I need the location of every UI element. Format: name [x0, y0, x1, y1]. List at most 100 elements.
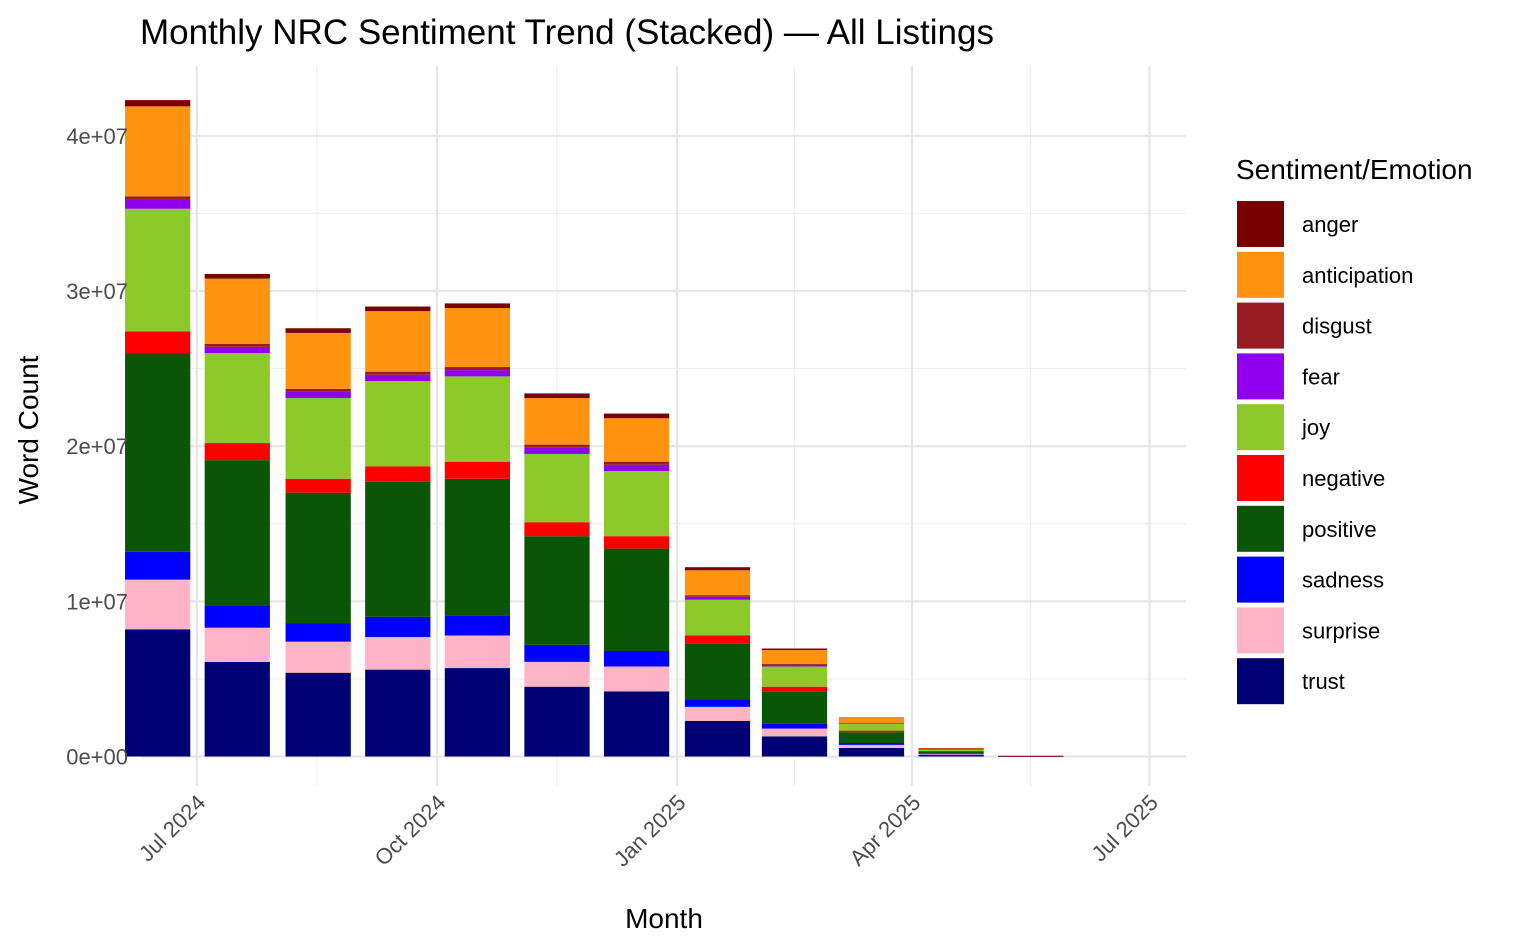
legend-item-surprise: surprise — [1237, 607, 1380, 654]
bar-segment-trust — [684, 720, 751, 757]
bar-segment-sadness — [684, 699, 751, 707]
legend-swatch — [1237, 251, 1284, 298]
bar-segment-negative — [918, 751, 984, 752]
bar-segment-sadness — [524, 644, 590, 662]
bar-segment-fear — [125, 199, 191, 209]
legend-swatch — [1237, 505, 1284, 552]
bar-segment-anger — [838, 717, 905, 719]
chart-title: Monthly NRC Sentiment Trend (Stacked) — … — [140, 13, 994, 52]
bar-segment-negative — [204, 443, 270, 461]
y-tick-label: 0e+00 — [66, 745, 128, 770]
legend-item-negative: negative — [1237, 455, 1385, 501]
y-tick-label: 3e+07 — [66, 279, 128, 304]
bar-segment-fear — [285, 391, 351, 399]
bar-segment-surprise — [444, 635, 511, 669]
bar-segment-disgust — [365, 371, 431, 375]
bar-segment-sadness — [204, 606, 270, 628]
bar-segment-sadness — [761, 723, 828, 729]
bar-segment-trust — [285, 672, 351, 757]
bar-segment-surprise — [838, 744, 905, 748]
legend: Sentiment/Emotion anger anticipation disgu… — [1236, 154, 1473, 705]
x-tick-label: Apr 2025 — [845, 790, 926, 871]
legend-item-positive: positive — [1237, 505, 1377, 552]
bar-segment-anger — [918, 748, 984, 749]
bar-segment-surprise — [285, 641, 351, 673]
bar-segment-disgust — [524, 444, 590, 448]
bar-segment-positive — [524, 536, 590, 645]
bar-segment-anticipation — [444, 308, 511, 368]
legend-item-sadness: sadness — [1237, 556, 1384, 603]
bar-segment-trust — [365, 669, 431, 757]
bar-segment-disgust — [603, 461, 670, 465]
bars — [125, 100, 1064, 757]
bar-segment-positive — [684, 643, 751, 700]
bar-segment-joy — [838, 723, 905, 731]
legend-label: surprise — [1302, 618, 1380, 643]
x-axis-ticks: Jul 2024 Oct 2024 Jan 2025 Apr 2025 Jul 2025 — [134, 790, 1163, 872]
bar-segment-trust — [204, 661, 270, 757]
bar-segment-anger — [285, 328, 351, 333]
legend-item-joy: joy — [1237, 404, 1330, 451]
bar-segment-fear — [761, 664, 828, 667]
bar-segment-positive — [603, 548, 670, 651]
bar-segment-sadness — [285, 623, 351, 642]
bar-segment-positive — [761, 691, 828, 724]
bar-segment-disgust — [684, 595, 751, 597]
bar-segment-fear — [838, 723, 905, 724]
bar-segment-negative — [603, 536, 670, 549]
legend-label: joy — [1301, 415, 1330, 440]
x-tick-label: Jul 2025 — [1086, 790, 1163, 867]
bar-segment-positive — [918, 751, 984, 754]
legend-swatch — [1237, 353, 1284, 400]
bar-segment-negative — [838, 730, 905, 733]
bar-segment-surprise — [684, 706, 751, 721]
legend-label: negative — [1302, 466, 1385, 491]
legend-item-fear: fear — [1237, 353, 1340, 400]
bar-segment-disgust — [838, 722, 905, 724]
x-tick-label: Jan 2025 — [609, 790, 691, 872]
bar-segment-joy — [603, 471, 670, 537]
bar-segment-disgust — [918, 749, 984, 750]
legend-swatch — [1237, 455, 1284, 501]
bar-segment-anticipation — [285, 332, 351, 389]
bar-segment-joy — [365, 381, 431, 467]
bar-segment-anger — [761, 648, 828, 651]
bar-segment-anger — [365, 306, 431, 312]
legend-label: fear — [1302, 364, 1340, 389]
bar-segment-anticipation — [918, 748, 984, 750]
y-axis-ticks: 0e+00 1e+07 2e+07 3e+07 4e+07 — [66, 124, 128, 770]
legend-label: anger — [1302, 212, 1358, 237]
bar-segment-trust — [761, 736, 828, 757]
bar-segment-fear — [684, 596, 751, 600]
bar-segment-positive — [365, 481, 431, 617]
bar-segment-fear — [524, 447, 590, 454]
bar-segment-negative — [444, 461, 511, 479]
x-tick-label: Jul 2024 — [134, 790, 211, 867]
bar-segment-anticipation — [125, 106, 191, 197]
bar-segment-anticipation — [365, 311, 431, 372]
legend-item-anger: anger — [1237, 201, 1358, 247]
bar-segment-negative — [761, 686, 828, 692]
bar-segment-surprise — [603, 666, 670, 692]
bar-segment-sadness — [125, 551, 191, 580]
legend-swatch — [1237, 302, 1284, 349]
bar-segment-fear — [603, 464, 670, 471]
bar-segment-surprise — [524, 661, 590, 687]
y-tick-label: 4e+07 — [66, 124, 128, 149]
bar-segment-trust — [918, 754, 984, 757]
bar-segment-anger — [204, 273, 270, 279]
legend-label: sadness — [1302, 568, 1384, 593]
bar-segment-disgust — [444, 367, 511, 371]
legend-title: Sentiment/Emotion — [1236, 154, 1473, 185]
legend-swatch — [1237, 201, 1284, 247]
bar-segment-trust — [603, 691, 670, 757]
bar-segment-anger — [998, 755, 1064, 757]
bar-segment-joy — [524, 453, 590, 523]
bar-segment-trust — [838, 747, 905, 757]
bar-segment-anger — [524, 393, 590, 399]
legend-item-disgust: disgust — [1237, 302, 1372, 349]
bar-segment-trust — [444, 668, 511, 757]
bar-segment-anticipation — [838, 718, 905, 723]
bar-segment-anticipation — [603, 418, 670, 462]
